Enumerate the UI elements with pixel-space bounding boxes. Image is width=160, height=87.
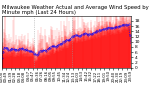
Text: Milwaukee Weather Actual and Average Wind Speed by Minute mph (Last 24 Hours): Milwaukee Weather Actual and Average Win…	[2, 5, 148, 15]
